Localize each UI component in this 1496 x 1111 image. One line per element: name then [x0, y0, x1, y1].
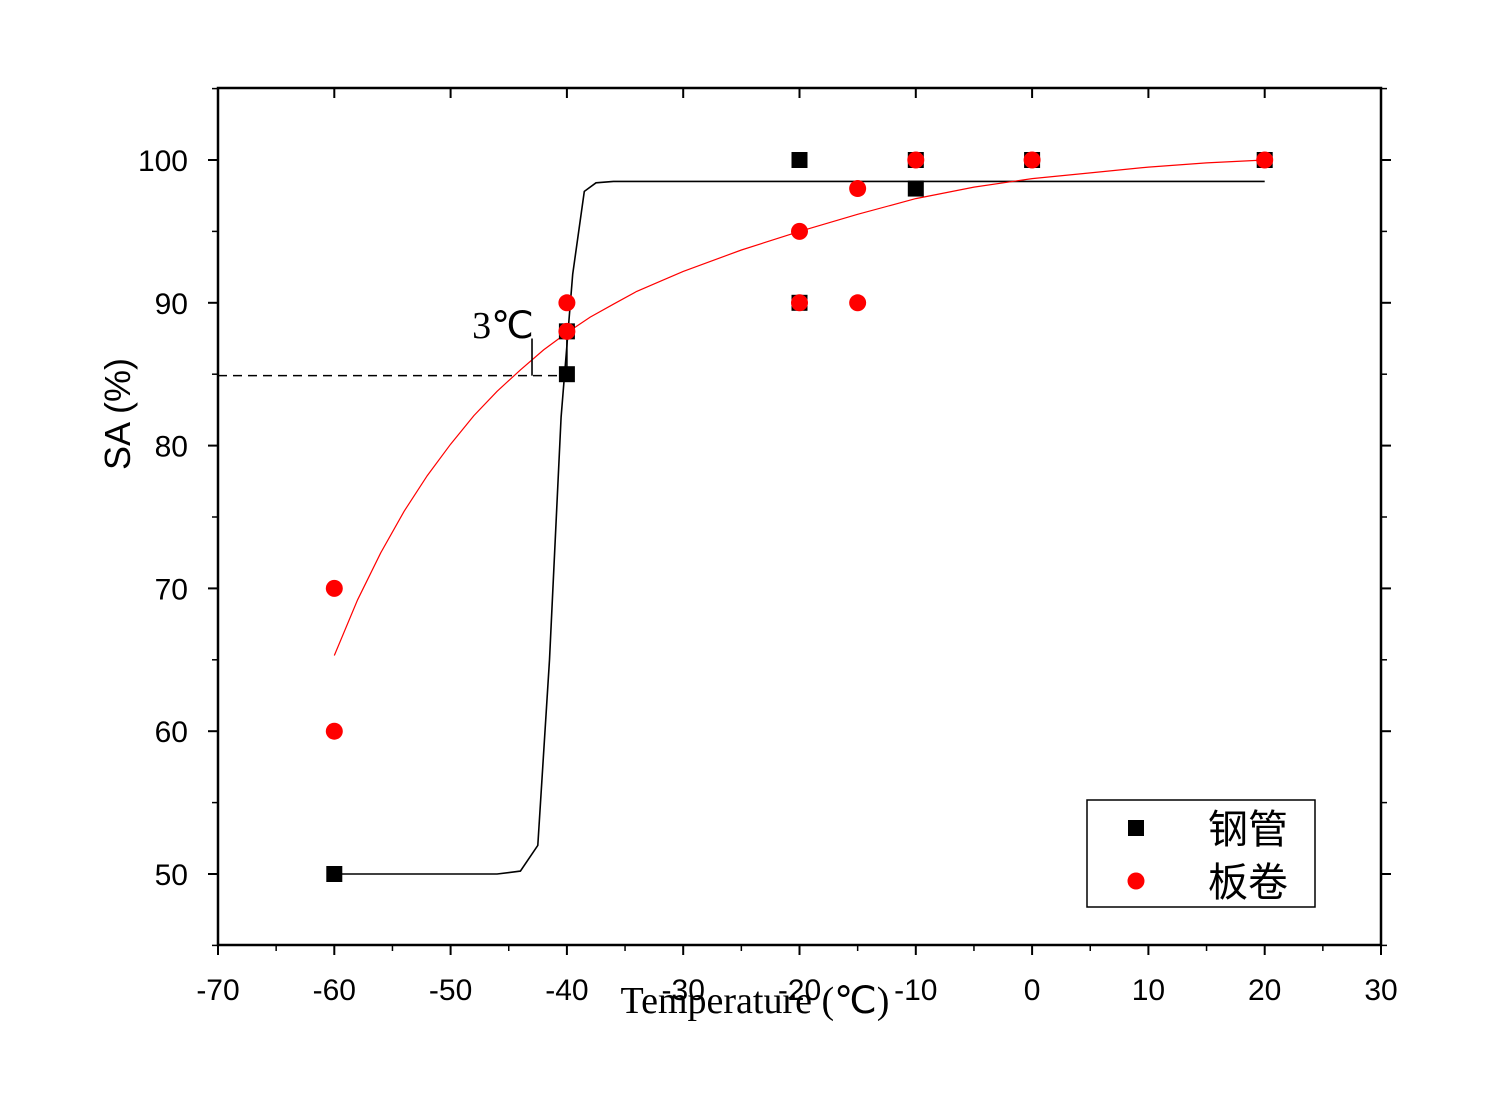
x-tick-label: -60 [313, 974, 356, 1007]
data-point-steel-pipe [558, 366, 575, 383]
data-point-plate-coil [558, 294, 576, 312]
y-tick-label: 70 [155, 573, 188, 606]
x-tick-label: -20 [778, 974, 821, 1007]
data-point-plate-coil [1256, 151, 1274, 169]
y-tick-label: 80 [155, 431, 188, 464]
legend-label-steel-pipe: 钢管 [1208, 807, 1288, 853]
x-tick-label: -70 [196, 974, 239, 1007]
data-point-plate-coil [791, 222, 808, 240]
y-axis-label: SA (%) [97, 358, 138, 470]
annotation: 3℃ [218, 305, 568, 377]
fit-curves [333, 159, 1265, 875]
data-point-plate-coil [791, 294, 808, 312]
x-tick-label: -10 [894, 974, 937, 1007]
legend-label-plate-coil: 板卷 [1208, 860, 1288, 906]
x-tick-label: 30 [1364, 974, 1397, 1007]
legend-marker-circle [1127, 872, 1145, 890]
data-point-steel-pipe [791, 152, 808, 168]
y-tick-label: 60 [155, 716, 188, 749]
data-point-plate-coil [558, 322, 576, 340]
data-point-steel-pipe [907, 180, 924, 197]
data-point-plate-coil [325, 722, 343, 740]
y-tick-label: 100 [138, 145, 188, 178]
y-tick-label: 50 [155, 859, 188, 892]
annotation-text: 3℃ [472, 305, 534, 347]
fit-curve-steel-pipe [334, 180, 1265, 875]
x-tick-label: 20 [1248, 974, 1281, 1007]
y-tick-label: 90 [155, 288, 188, 321]
data-point-plate-coil [907, 151, 925, 169]
x-tick-label: -50 [429, 974, 472, 1007]
data-points [325, 151, 1274, 882]
data-point-plate-coil [849, 294, 867, 312]
data-point-plate-coil [1023, 151, 1041, 169]
data-point-steel-pipe [326, 866, 343, 882]
x-tick-label: -30 [662, 974, 705, 1007]
axes: -70 -60 -50 -40 -30 -20 -10 0 10 20 30 50 60 70 80 90 10… [138, 87, 1398, 1007]
legend-box [1086, 799, 1316, 908]
x-tick-label: 10 [1132, 974, 1165, 1007]
data-point-plate-coil [849, 180, 867, 198]
legend: 钢管 板卷 [1086, 799, 1316, 908]
legend-marker-square [1128, 820, 1144, 836]
x-tick-label: 0 [1024, 974, 1041, 1007]
x-tick-label: -40 [545, 974, 588, 1007]
x-axis-label: Temperature (℃) [621, 980, 890, 1022]
data-point-plate-coil [325, 579, 343, 597]
fit-curve-plate-coil [333, 159, 1265, 656]
